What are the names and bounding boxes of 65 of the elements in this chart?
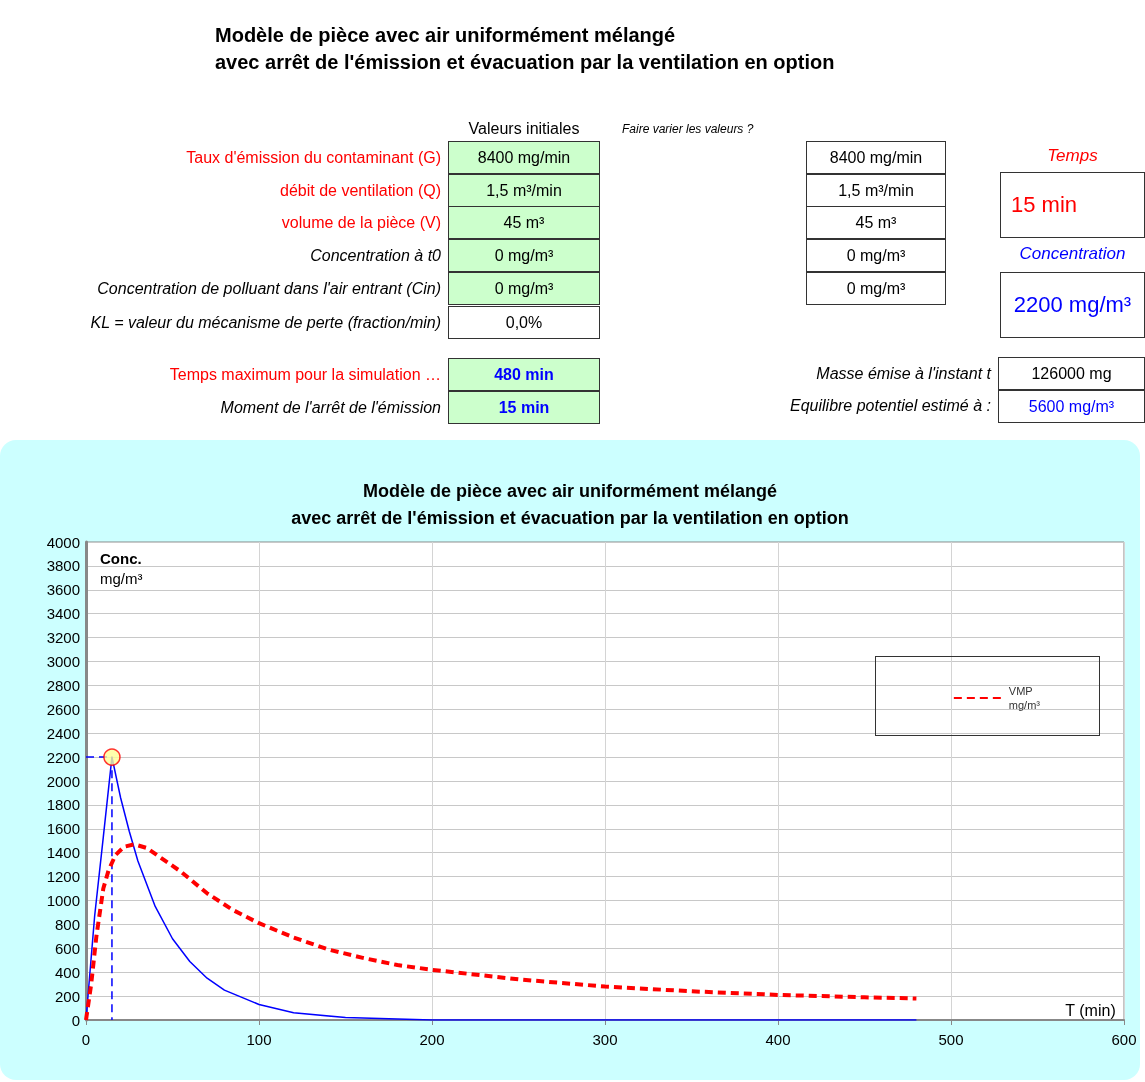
text: 1,5 m³/min: [448, 174, 600, 207]
text: 0 mg/m³: [806, 239, 946, 272]
text: 0 mg/m³: [806, 272, 946, 305]
text: Concentration de polluant dans l'air entrant (Cin): [96, 278, 442, 299]
x-tick-label: 200: [419, 1031, 445, 1048]
text: Valeurs initiales: [467, 119, 581, 139]
x-axis-title: T (min): [1065, 1001, 1116, 1019]
y-tick-label: 3200: [46, 629, 80, 647]
text: 2200 mg/m³: [1000, 272, 1145, 338]
text: Equilibre potentiel estimé à :: [789, 396, 992, 416]
text: 8400 mg/min: [448, 141, 600, 174]
y-tick-label: 4000: [46, 533, 80, 551]
x-tick-label: 300: [592, 1031, 618, 1048]
y-tick-label: 3400: [46, 605, 80, 623]
text: Moment de l'arrêt de l'émission: [219, 397, 442, 418]
y-tick-label: 2400: [46, 724, 80, 742]
y-axis-title: Conc. mg/m³: [100, 549, 143, 587]
text: Modèle de pièce avec air uniformément mélangé avec arrêt de l'émission et évacuation par la ventilation en option: [215, 23, 835, 75]
y-tick-label: 400: [54, 963, 80, 981]
y-tick-label: 3600: [46, 581, 80, 599]
text: 480 min: [448, 358, 600, 391]
legend-label: VMP mg/m³: [1008, 685, 1041, 711]
y-tick-label: 2000: [46, 772, 80, 790]
text: 15 min: [1000, 172, 1145, 238]
y-tick-label: 1800: [46, 796, 80, 814]
y-tick-label: 200: [54, 987, 80, 1005]
line-series: [84, 842, 919, 1022]
x-tick-label: 0: [81, 1031, 91, 1048]
text: 45 m³: [448, 206, 600, 239]
text: débit de ventilation (Q): [279, 180, 442, 201]
y-tick-label: 2600: [46, 700, 80, 718]
y-tick-label: 1200: [46, 868, 80, 886]
text: 1,5 m³/min: [806, 174, 946, 207]
text: Masse émise à l'instant t: [815, 364, 993, 384]
x-tick-label: 600: [1111, 1031, 1137, 1048]
chart-title: Modèle de pièce avec air uniformément mélangé avec arrêt de l'émission et évacuation par la ventilation en option: [291, 480, 849, 528]
text: 0,0%: [448, 306, 600, 339]
y-tick-label: 2800: [46, 676, 80, 694]
text: volume de la pièce (V): [280, 212, 442, 233]
text: 45 m³: [806, 206, 946, 239]
text: 0 mg/m³: [448, 239, 600, 272]
y-tick-label: 3000: [46, 653, 80, 670]
y-tick-label: 600: [54, 939, 80, 957]
y-tick-label: 1600: [46, 820, 80, 838]
y-tick-label: 1400: [46, 844, 80, 862]
text: Taux d'émission du contaminant (G): [185, 147, 442, 168]
x-tick-label: 400: [765, 1031, 791, 1048]
x-tick-label: 500: [938, 1031, 964, 1048]
y-tick-label: 800: [54, 915, 80, 933]
text: Temps maximum pour la simulation …: [168, 364, 442, 385]
text: Faire varier les valeurs ?: [622, 121, 755, 138]
text: Concentration: [1018, 243, 1127, 265]
y-tick-label: 1000: [46, 892, 80, 909]
text: 8400 mg/min: [806, 141, 946, 174]
y-tick-label: 2200: [46, 748, 80, 766]
y-tick-label: 0: [71, 1011, 80, 1029]
text: KL = valeur du mécanisme de perte (fraction/min): [89, 312, 442, 333]
text: 5600 mg/m³: [998, 390, 1145, 423]
text: Concentration à t0: [309, 245, 442, 266]
text: 126000 mg: [998, 357, 1145, 390]
text: 0 mg/m³: [448, 272, 600, 305]
text: 15 min: [448, 391, 600, 424]
text: Temps: [1046, 145, 1099, 167]
x-tick-label: 100: [246, 1031, 272, 1048]
y-tick-label: 3800: [46, 557, 80, 575]
